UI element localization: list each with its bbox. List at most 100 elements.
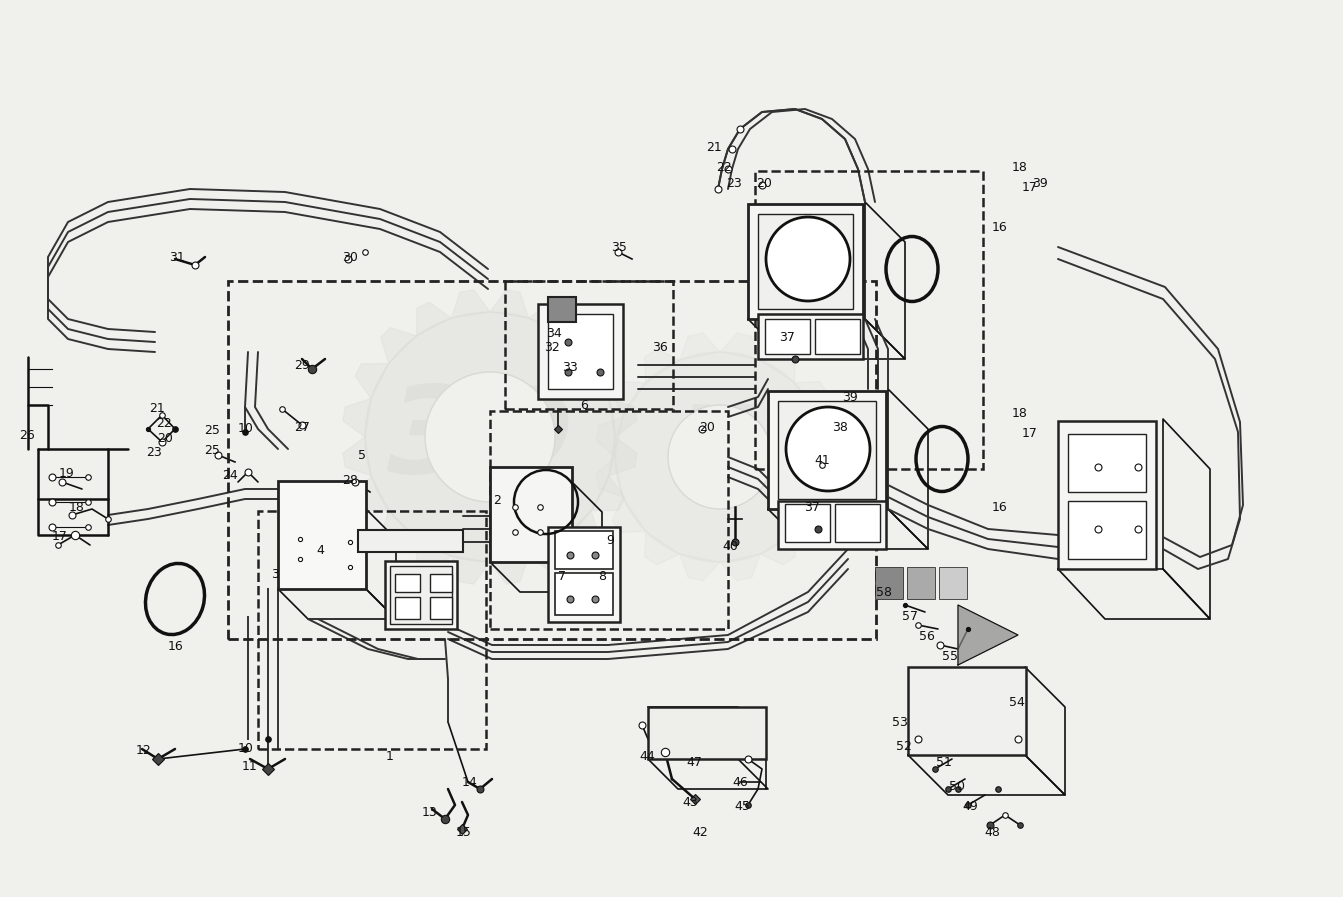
Text: 15: 15 [457,826,471,840]
Circle shape [667,405,772,509]
Text: 32: 32 [544,341,560,353]
Text: 21: 21 [149,402,165,414]
Text: 3D: 3D [387,380,573,498]
Bar [1058,421,1156,569]
Bar [755,171,983,469]
Polygon shape [355,475,389,510]
Bar [359,530,463,552]
Bar [908,667,1026,755]
Circle shape [424,372,555,502]
Bar [395,597,420,619]
Bar [548,297,576,322]
Text: 49: 49 [962,800,978,814]
Polygon shape [342,398,371,437]
Text: 1: 1 [385,751,393,763]
Bar [766,319,810,354]
Text: 43: 43 [682,797,698,809]
Polygon shape [355,363,389,398]
Text: 18: 18 [1013,406,1027,420]
Polygon shape [680,554,720,581]
Circle shape [766,217,850,301]
Polygon shape [645,349,680,383]
Text: 17: 17 [1022,426,1038,440]
Text: 53: 53 [892,717,908,729]
Polygon shape [529,302,564,335]
Polygon shape [817,417,843,457]
Circle shape [786,407,870,491]
Polygon shape [608,437,637,475]
Text: 12: 12 [136,744,152,756]
Polygon shape [529,538,564,572]
Polygon shape [720,554,760,581]
Polygon shape [591,475,624,510]
Polygon shape [794,497,827,533]
Bar [757,214,853,309]
Text: 56: 56 [919,631,935,643]
Text: 16: 16 [992,501,1007,513]
Polygon shape [365,312,615,562]
Bar [1068,434,1146,492]
Bar [490,467,572,562]
Text: 31: 31 [169,250,185,264]
Text: 44: 44 [639,751,655,763]
Text: 22: 22 [156,416,172,430]
Text: 20: 20 [756,177,772,189]
Bar [228,281,876,639]
Polygon shape [451,556,490,584]
Text: 34: 34 [547,327,561,339]
Polygon shape [958,605,1018,665]
Bar [385,561,457,629]
Bar [939,567,967,599]
Text: 2: 2 [493,493,501,507]
Text: 38: 38 [833,421,847,433]
Polygon shape [490,290,529,318]
Text: 7: 7 [557,570,565,584]
Text: 23: 23 [727,177,741,189]
Text: 14: 14 [462,777,478,789]
Polygon shape [342,437,371,475]
Text: 25: 25 [204,443,220,457]
Text: 46: 46 [732,777,748,789]
Bar [835,504,880,542]
Bar [539,304,623,399]
Text: 18: 18 [1013,161,1027,173]
Text: 17: 17 [52,530,68,544]
Text: K: K [684,401,756,493]
Polygon shape [596,417,623,457]
Bar [748,204,864,319]
Text: 10: 10 [238,743,254,755]
Text: 11: 11 [242,761,258,773]
Text: 39: 39 [842,390,858,404]
Polygon shape [596,457,623,497]
Polygon shape [451,290,490,318]
Polygon shape [564,327,599,363]
Polygon shape [564,510,599,546]
Text: 47: 47 [686,756,702,770]
Bar [907,567,935,599]
Polygon shape [490,556,529,584]
Text: 5: 5 [359,448,367,461]
Text: 35: 35 [611,240,627,254]
Bar [490,411,728,629]
Bar [555,573,612,615]
Text: 50: 50 [950,780,966,794]
Bar [430,574,453,592]
Bar [395,574,420,592]
Bar [778,501,886,549]
Text: 23: 23 [146,446,163,458]
Bar [505,281,673,409]
Text: 22: 22 [716,161,732,173]
Bar [555,531,612,569]
Text: 9: 9 [606,534,614,546]
Polygon shape [760,349,795,383]
Bar [768,391,886,509]
Polygon shape [794,381,827,417]
Text: 39: 39 [1033,177,1048,189]
Text: 41: 41 [814,454,830,466]
Polygon shape [591,363,624,398]
Text: 25: 25 [204,423,220,437]
Text: 6: 6 [580,398,588,412]
Bar [258,511,486,749]
Text: 33: 33 [563,361,577,373]
Bar [548,314,612,389]
